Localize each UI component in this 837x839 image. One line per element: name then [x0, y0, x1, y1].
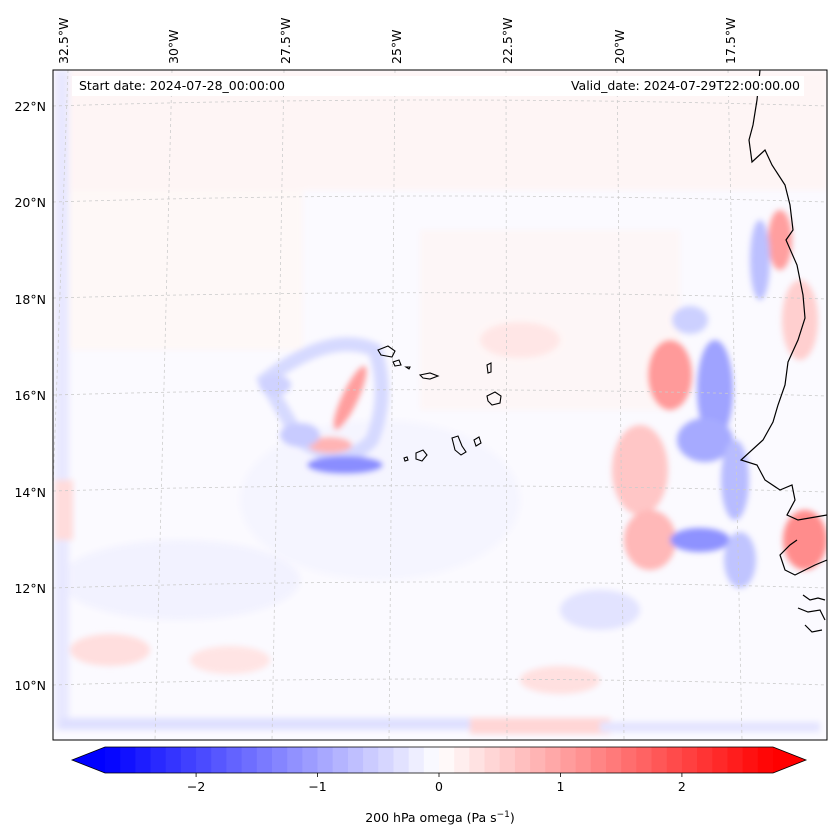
santo-antao-island [377, 345, 396, 358]
lat-label-14n: 14°N [14, 485, 46, 500]
colorbar-bins [105, 747, 774, 773]
colorbar-bin [347, 747, 364, 773]
longitude-axis-labels: 32.5°W 30°W 27.5°W 25°W 22.5°W 20°W 17.5… [56, 18, 738, 64]
colorbar-bin [484, 747, 501, 773]
latitude-axis-labels: 22°N 20°N 18°N 16°N 14°N 12°N 10°N [14, 99, 46, 693]
colorbar-bin [499, 747, 516, 773]
colorbar-bin [606, 747, 622, 773]
lon-label-17-5w: 17.5°W [723, 18, 738, 64]
lon-label-32-5w: 32.5°W [56, 18, 71, 64]
colorbar-min-extend-arrow [72, 747, 105, 773]
colorbar-bin [423, 747, 440, 773]
colorbar-bin [681, 747, 698, 773]
maio-island [473, 436, 482, 447]
sao-nicolau-island [418, 372, 440, 380]
map-plot-area: Start date: 2024-07-28_00:00:00 Valid_da… [53, 70, 827, 740]
colorbar-bin [287, 747, 303, 773]
brava-island [403, 456, 409, 462]
colorbar-bin [332, 747, 349, 773]
colorbar-outline [70, 746, 808, 774]
colorbar-bin [514, 747, 531, 773]
colorbar-bin [120, 747, 136, 773]
colorbar-bin [150, 747, 167, 773]
colorbar-tick-label: 2 [678, 779, 686, 794]
colorbar-bin [272, 747, 288, 773]
colorbar-bin [135, 747, 152, 773]
lon-label-27-5w: 27.5°W [278, 18, 293, 64]
sal-island [486, 362, 492, 374]
colorbar-bin [180, 747, 197, 773]
colorbar-bin [363, 747, 379, 773]
colorbar-bin [757, 747, 774, 773]
colorbar-bin [439, 747, 455, 773]
cape-verde-islands [377, 345, 502, 462]
lat-label-20n: 20°N [14, 195, 46, 210]
colorbar-bin [621, 747, 637, 773]
colorbar-bin [530, 747, 546, 773]
lat-label-16n: 16°N [14, 388, 46, 403]
colorbar-bin [575, 747, 592, 773]
colorbar-bin [211, 747, 228, 773]
colorbar-bin [241, 747, 258, 773]
colorbar-bin [666, 747, 683, 773]
africa-coastline [739, 70, 827, 633]
colorbar-bin [651, 747, 668, 773]
colorbar-bin [256, 747, 273, 773]
lon-label-25w: 25°W [389, 29, 404, 64]
colorbar-tick-label: −2 [187, 779, 205, 794]
colorbar-bin [454, 747, 470, 773]
colorbar-bin [226, 747, 243, 773]
colorbar-label: 200 hPa omega (Pa s−1) [365, 810, 515, 825]
lat-label-18n: 18°N [14, 292, 46, 307]
colorbar-bin [196, 747, 212, 773]
lon-label-22-5w: 22.5°W [500, 18, 515, 64]
start-date-label: Start date: 2024-07-28_00:00:00 [79, 78, 285, 93]
colorbar-bin [545, 747, 562, 773]
colorbar-bin [727, 747, 744, 773]
lat-label-22n: 22°N [14, 99, 46, 114]
map-frame [52, 69, 828, 741]
fogo-island [415, 449, 428, 462]
colorbar-tick-label: 0 [435, 779, 443, 794]
santa-luzia-island [404, 366, 411, 370]
colorbar-max-extend-arrow [773, 747, 806, 773]
graticule-meridians [53, 70, 743, 740]
lon-label-20w: 20°W [612, 29, 627, 64]
colorbar-bin [560, 747, 577, 773]
colorbar-bin [590, 747, 607, 773]
colorbar-bin [408, 747, 425, 773]
colorbar-bin [742, 747, 759, 773]
lat-label-12n: 12°N [14, 581, 46, 596]
colorbar-tick-label: 1 [556, 779, 564, 794]
colorbar-bin [378, 747, 395, 773]
boa-vista-island [486, 391, 502, 406]
graticule-parallels [53, 99, 827, 686]
colorbar-tick-label: −1 [308, 779, 326, 794]
colorbar-bin [393, 747, 410, 773]
colorbar: −2 −1 0 1 2 200 hPa omega (Pa s−1) [70, 746, 808, 825]
colorbar-bin [697, 747, 713, 773]
colorbar-bin [165, 747, 182, 773]
header-strip [72, 76, 804, 96]
colorbar-bin [302, 747, 319, 773]
lat-label-10n: 10°N [14, 678, 46, 693]
colorbar-bin [317, 747, 334, 773]
colorbar-bin [469, 747, 486, 773]
colorbar-ticks: −2 −1 0 1 2 [187, 773, 686, 794]
valid-date-label: Valid_date: 2024-07-29T22:00:00.00 [571, 78, 800, 93]
colorbar-bin [105, 747, 121, 773]
lon-label-30w: 30°W [166, 29, 181, 64]
santiago-island [451, 435, 467, 456]
sao-vicente-island [392, 359, 402, 367]
colorbar-bin [636, 747, 653, 773]
colorbar-bin [712, 747, 729, 773]
